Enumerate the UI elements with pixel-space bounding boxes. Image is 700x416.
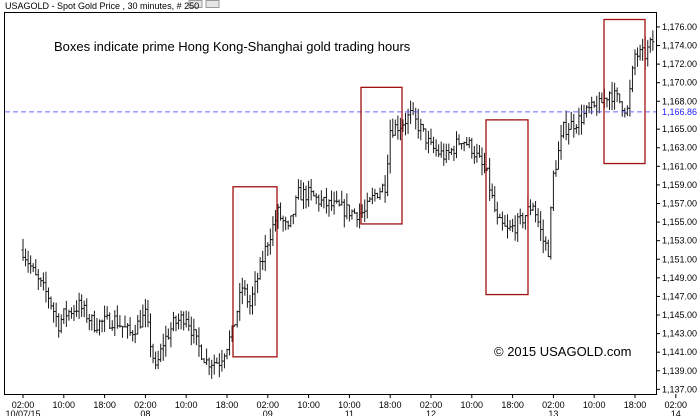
x-tick-date-label: 12 <box>426 409 436 416</box>
x-tick-time-label: 10:00 <box>461 400 484 410</box>
x-tick-time-label: 10:00 <box>53 400 76 410</box>
maximize-control-icon[interactable] <box>205 0 220 8</box>
y-tick-label: 1,176.00 <box>662 22 697 32</box>
x-tick-time-label: 10:00 <box>338 400 361 410</box>
x-tick-date-label: 11 <box>345 409 354 416</box>
x-tick-time-label: 18:00 <box>379 400 402 410</box>
x-tick-date-label: 13 <box>548 409 558 416</box>
trading-hours-box <box>232 186 278 358</box>
y-tick-label: 1,172.00 <box>662 59 697 69</box>
current-price-label: 1,166.86 <box>662 107 697 117</box>
trading-hours-box <box>603 18 646 165</box>
copyright-text: © 2015 USAGOLD.com <box>494 344 631 359</box>
trading-hours-box <box>360 86 403 225</box>
trading-hours-box <box>485 119 529 296</box>
y-tick-label: 1,170.00 <box>662 78 697 88</box>
x-tick-date-label: 10/07/15 <box>5 409 40 416</box>
x-tick-date-label: 08 <box>140 409 150 416</box>
x-tick-time-label: 10:00 <box>297 400 320 410</box>
x-tick-time-label: 18:00 <box>624 400 647 410</box>
y-tick-label: 1,153.00 <box>662 236 697 246</box>
x-tick-date-label: 14 <box>671 409 681 416</box>
x-tick-time-label: 18:00 <box>216 400 239 410</box>
trading-hours-boxes <box>232 18 646 358</box>
minimize-control-icon[interactable] <box>188 0 203 8</box>
x-tick-time-label: 02:00 <box>257 400 280 410</box>
x-tick-time-label: 02:00 <box>665 400 688 410</box>
x-tick-time-label: 18:00 <box>93 400 116 410</box>
current-price-line-group: 1,166.86 <box>5 107 697 117</box>
y-tick-label: 1,143.00 <box>662 329 697 339</box>
y-axis: 1,137.00 1,139.00 1,141.00 1,143.00 1,145.00… <box>656 22 697 394</box>
x-tick-time-label: 02:00 <box>542 400 565 410</box>
y-tick-label: 1,149.00 <box>662 273 697 283</box>
y-tick-label: 1,163.00 <box>662 143 697 153</box>
y-tick-label: 1,159.00 <box>662 180 697 190</box>
x-tick-time-label: 18:00 <box>501 400 524 410</box>
x-tick-date-label: 09 <box>263 409 273 416</box>
y-tick-label: 1,155.00 <box>662 217 697 227</box>
y-tick-label: 1,147.00 <box>662 291 697 301</box>
y-tick-label: 1,161.00 <box>662 161 697 171</box>
y-tick-label: 1,137.00 <box>662 384 697 394</box>
price-bar <box>651 30 655 51</box>
x-tick-time-label: 02:00 <box>12 400 35 410</box>
x-tick-time-label: 02:00 <box>420 400 443 410</box>
y-tick-label: 1,174.00 <box>662 41 697 51</box>
y-tick-label: 1,168.00 <box>662 96 697 106</box>
y-tick-label: 1,157.00 <box>662 199 697 209</box>
y-tick-label: 1,165.00 <box>662 124 697 134</box>
y-tick-label: 1,151.00 <box>662 254 697 264</box>
x-tick-time-label: 10:00 <box>583 400 606 410</box>
x-tick-time-label: 02:00 <box>134 400 157 410</box>
y-tick-label: 1,139.00 <box>662 366 697 376</box>
y-tick-label: 1,145.00 <box>662 310 697 320</box>
chart-annotation: Boxes indicate prime Hong Kong-Shanghai … <box>54 39 411 54</box>
chart-title: USAGOLD - Spot Gold Price , 30 minutes, … <box>5 1 199 11</box>
x-tick-time-label: 10:00 <box>175 400 198 410</box>
y-tick-label: 1,141.00 <box>662 347 697 357</box>
price-bars <box>21 30 655 379</box>
